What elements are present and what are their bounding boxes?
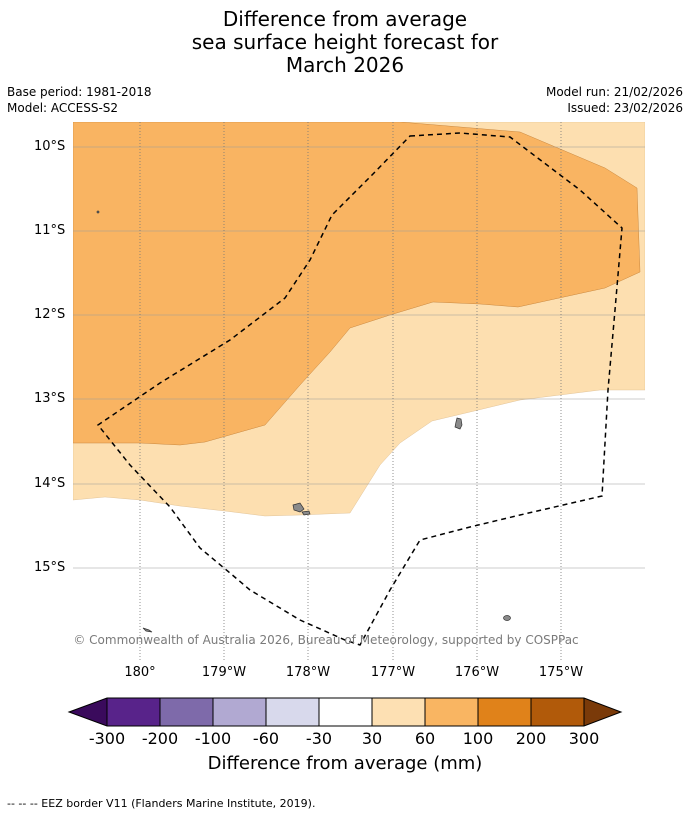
lon-label-179w: 179°W [201, 665, 247, 680]
colorbar-extend-high [584, 698, 621, 726]
colorbar-tick-5: -30 [305, 729, 333, 748]
colorbar-tick-2: -200 [141, 729, 179, 748]
colorbar [67, 697, 623, 727]
title-line-2: sea surface height forecast for [191, 30, 499, 54]
island-e [142, 627, 153, 633]
graticule [73, 146, 645, 569]
colorbar-seg-5 [319, 698, 372, 726]
map-panel [73, 122, 645, 660]
colorbar-seg-2 [160, 698, 213, 726]
colorbar-title: Difference from average (mm) [207, 753, 483, 774]
colorbar-seg-7 [425, 698, 478, 726]
colorbar-seg-1 [107, 698, 160, 726]
colorbar-seg-8 [478, 698, 531, 726]
band-100-200 [73, 122, 641, 446]
island-d [503, 615, 511, 621]
colorbar-seg-9 [531, 698, 584, 726]
colorbar-tick-6: 30 [361, 729, 383, 748]
lon-label-176w: 176°W [454, 665, 500, 680]
lat-label-10s: 10°S [34, 139, 66, 154]
title-line-1: Difference from average [222, 7, 468, 31]
title-line-3: March 2026 [285, 53, 405, 77]
lat-label-12s: 12°S [34, 307, 66, 322]
lon-label-180: 180° [124, 665, 156, 680]
model-name: Model: ACCESS-S2 [7, 101, 119, 115]
colorbar-tick-3: -100 [194, 729, 232, 748]
meta-left: Base period: 1981-2018 Model: ACCESS-S2 [7, 84, 152, 116]
colorbar-tick-1: -300 [88, 729, 126, 748]
lat-label-11s: 11°S [34, 223, 66, 238]
lon-label-177w: 177°W [370, 665, 416, 680]
colorbar-seg-4 [266, 698, 319, 726]
colorbar-seg-6 [372, 698, 425, 726]
colorbar-tick-8: 100 [462, 729, 494, 748]
island-b [301, 510, 311, 516]
eez-border [96, 132, 623, 646]
issued-date: Issued: 23/02/2026 [567, 101, 683, 115]
lon-label-175w: 175°W [538, 665, 584, 680]
island-f [96, 210, 100, 214]
colorbar-outline [67, 697, 623, 727]
colorbar-seg-3 [213, 698, 266, 726]
lat-label-14s: 14°S [34, 476, 66, 491]
colorbar-tick-7: 60 [414, 729, 436, 748]
island-a [292, 502, 305, 513]
lat-label-13s: 13°S [34, 391, 66, 406]
chart-title: Difference from average sea surface heig… [0, 8, 690, 77]
lon-label-178w: 178°W [285, 665, 331, 680]
lat-label-15s: 15°S [34, 560, 66, 575]
colorbar-tick-9: 200 [515, 729, 547, 748]
copyright-notice: © Commonwealth of Australia 2026, Bureau… [73, 633, 579, 647]
meta-right: Model run: 21/02/2026 Issued: 23/02/2026 [546, 84, 683, 116]
colorbar-extend-low [69, 698, 107, 726]
base-period: Base period: 1981-2018 [7, 85, 152, 99]
colorbar-tick-10: 300 [568, 729, 600, 748]
eez-footnote: -- -- -- EEZ border V11 (Flanders Marine… [7, 797, 316, 810]
model-run: Model run: 21/02/2026 [545, 85, 683, 99]
islands [96, 210, 511, 633]
colorbar-tick-4: -60 [252, 729, 280, 748]
island-c [454, 417, 463, 430]
